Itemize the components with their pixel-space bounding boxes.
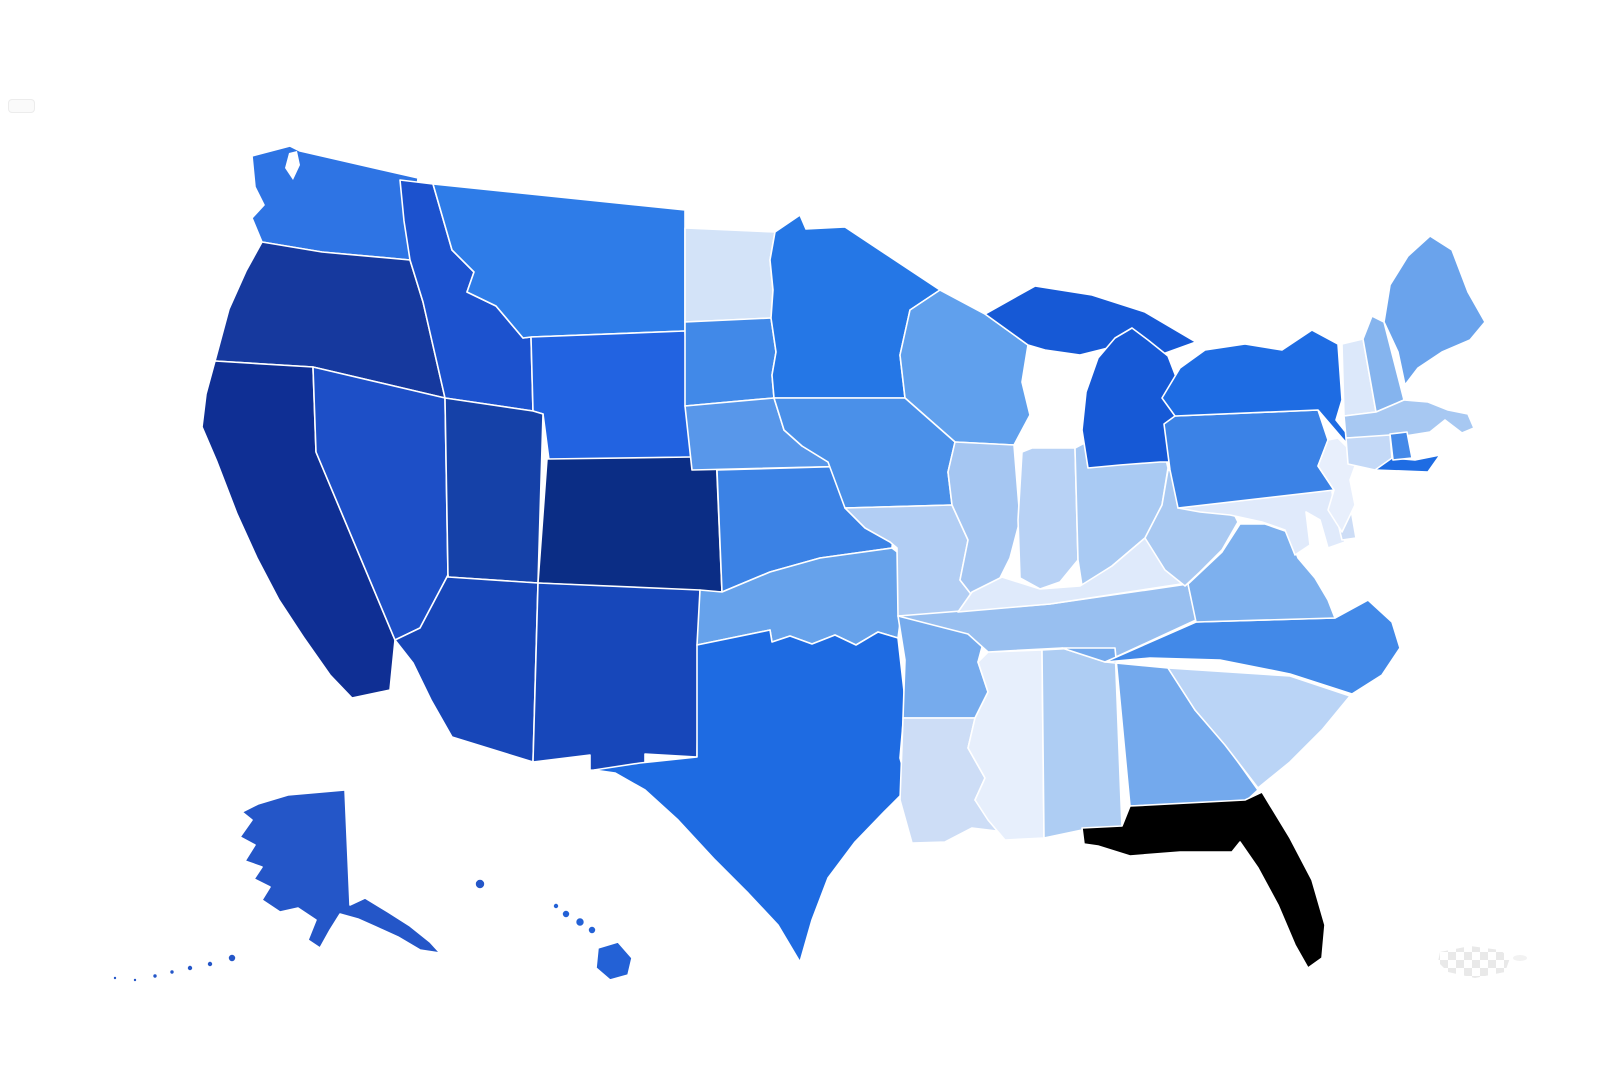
state-connecticut[interactable]: [1345, 434, 1393, 471]
state-washington[interactable]: [251, 145, 419, 261]
state-maine[interactable]: [1383, 235, 1486, 386]
state-colorado[interactable]: [537, 451, 723, 593]
state-rhode-island[interactable]: [1389, 431, 1413, 461]
state-new-mexico[interactable]: [532, 582, 701, 772]
state-hawaii[interactable]: [552, 902, 633, 981]
state-alaska[interactable]: [112, 789, 486, 983]
region-puerto-rico-checkerboard[interactable]: [1438, 946, 1510, 978]
small-island-artifact: [1513, 955, 1527, 961]
state-south-carolina[interactable]: [1167, 667, 1351, 789]
state-alabama[interactable]: [1041, 645, 1123, 847]
state-new-hampshire[interactable]: [1362, 315, 1405, 413]
state-kentucky[interactable]: [957, 511, 1195, 613]
empty-tooltip-remnant: [8, 99, 35, 113]
state-virginia[interactable]: [1187, 523, 1336, 623]
state-utah[interactable]: [444, 397, 544, 584]
state-texas[interactable]: [593, 629, 909, 963]
state-pennsylvania[interactable]: [1163, 409, 1335, 509]
puget-sound-inlet: [285, 151, 300, 180]
state-north-carolina[interactable]: [1104, 599, 1401, 695]
state-south-dakota[interactable]: [684, 317, 777, 407]
state-north-dakota[interactable]: [684, 227, 776, 323]
state-florida[interactable]: [1081, 791, 1326, 969]
state-indiana[interactable]: [1017, 447, 1079, 590]
state-wyoming[interactable]: [530, 330, 693, 461]
